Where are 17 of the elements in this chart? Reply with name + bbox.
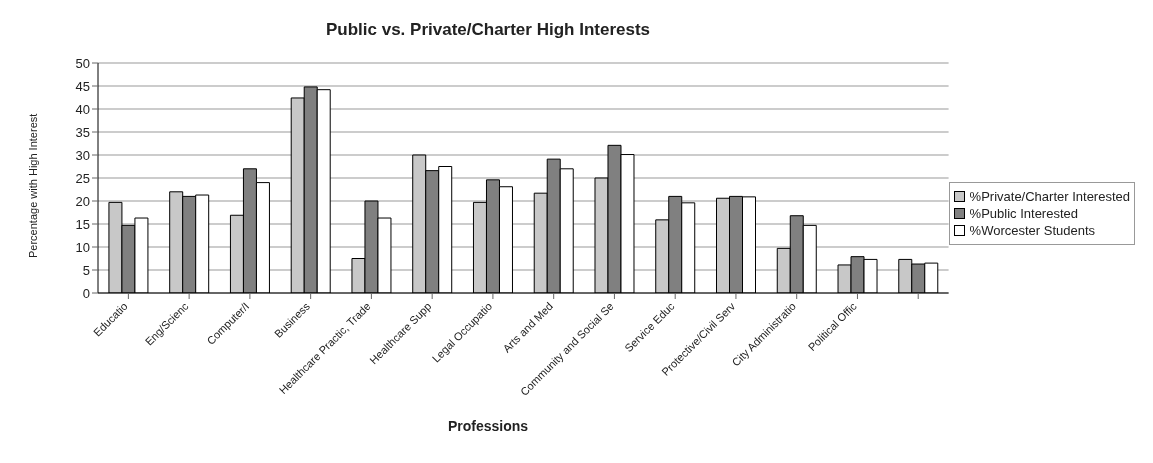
y-tick-label: 0 [82, 285, 90, 301]
y-tick-label: 45 [75, 78, 90, 94]
y-tick-label: 20 [75, 193, 90, 209]
x-axis-title: Professions [446, 418, 530, 434]
y-tick-label: 25 [75, 170, 90, 186]
legend-label: %Private/Charter Interested [969, 188, 1130, 204]
legend-label: %Worcester Students [969, 222, 1096, 238]
y-tick-label: 35 [75, 124, 90, 140]
y-tick-label: 40 [75, 101, 90, 117]
y-tick-label: 30 [75, 147, 90, 163]
y-tick-label: 5 [82, 262, 90, 278]
chart-title: Public vs. Private/Charter High Interests [324, 20, 652, 40]
y-tick-label: 15 [75, 216, 90, 232]
legend-label: %Public Interested [969, 205, 1078, 221]
y-tick-label: 50 [75, 55, 90, 71]
y-tick-label: 10 [75, 239, 90, 255]
y-axis-title: Percentage with High Interest [26, 113, 39, 258]
